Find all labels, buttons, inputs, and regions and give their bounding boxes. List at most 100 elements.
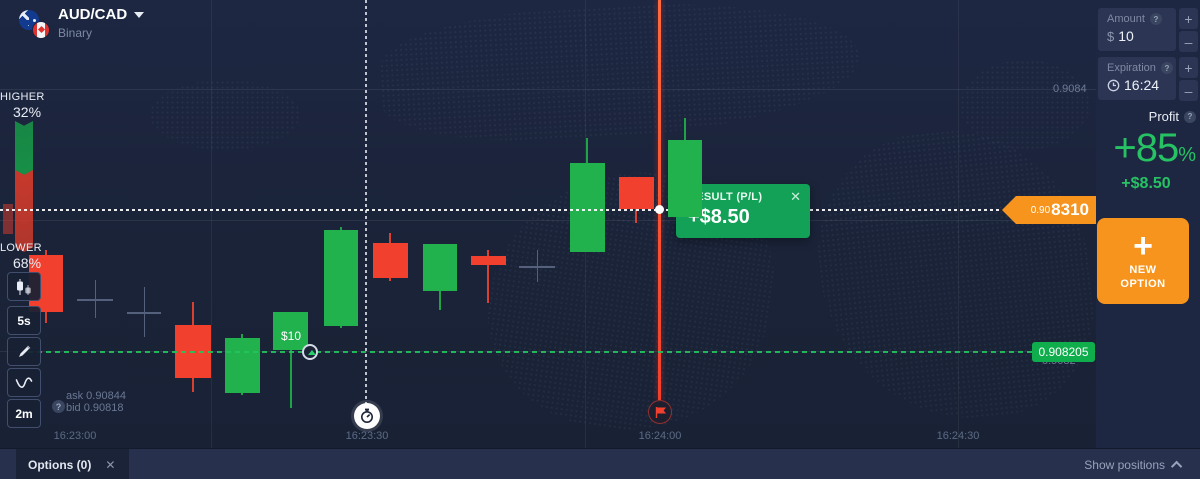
investment-amount-label: $10 <box>280 329 302 343</box>
ask-bid-quotes: ask 0.90844 bid 0.90818 <box>66 390 126 414</box>
close-icon[interactable]: ✕ <box>790 189 801 204</box>
map-texture <box>960 60 1090 150</box>
close-icon[interactable]: ✕ <box>105 457 116 472</box>
axis-price-label: 0.9084 <box>1053 83 1087 95</box>
candle <box>324 230 358 326</box>
instrument-type: Binary <box>58 26 93 40</box>
expiration-value: 16:24 <box>1124 77 1160 93</box>
show-positions-label: Show positions <box>1084 457 1165 472</box>
new-option-label: NEW OPTION <box>1120 264 1166 290</box>
help-icon[interactable]: ? <box>1149 13 1162 25</box>
doji-cross <box>536 250 538 282</box>
instrument-selector[interactable]: AUD/CAD Binary <box>14 6 145 40</box>
sentiment-chevron <box>15 156 33 168</box>
bid-quote: bid 0.90818 <box>66 402 124 414</box>
expiration-field[interactable]: Expiration ? 16:24 <box>1098 57 1176 100</box>
price-badge-prefix: 0.90 <box>1030 204 1051 216</box>
sentiment-chevron <box>15 149 33 161</box>
higher-percent: 32% <box>13 104 42 120</box>
expiration-decrease-button[interactable]: – <box>1179 80 1198 101</box>
sentiment-chevron <box>15 163 33 175</box>
amount-value: 10 <box>1118 28 1134 44</box>
candle <box>273 312 308 350</box>
axis-time-label: 16:24:00 <box>638 430 682 442</box>
axis-time-label: 16:24:30 <box>936 430 980 442</box>
sentiment-chevron <box>15 191 33 203</box>
candle-wick <box>487 250 489 303</box>
chart-type-button[interactable] <box>7 272 41 301</box>
clock-icon <box>1107 79 1120 91</box>
candle <box>225 338 260 393</box>
trade-panel: Amount ? $ 10 + – Expiration ? 16:24 + <box>1096 0 1200 448</box>
help-icon[interactable]: ? <box>1160 62 1173 74</box>
map-texture <box>150 80 300 150</box>
timeframe-5s-button[interactable]: 5s <box>7 306 41 335</box>
instrument-pair: AUD/CAD <box>58 6 128 23</box>
axis-time-label: 16:23:30 <box>345 430 389 442</box>
price-badge-digits: 8310 <box>1051 200 1089 219</box>
help-icon[interactable]: ? <box>1184 110 1196 123</box>
percent-sign: % <box>1178 144 1196 166</box>
amount-field[interactable]: Amount ? $ 10 <box>1098 8 1176 51</box>
sentiment-chevron <box>15 184 33 196</box>
currency-symbol: $ <box>1107 28 1115 44</box>
cad-flag-icon <box>32 21 50 39</box>
result-popup-title: RESULT (P/L) <box>688 191 763 203</box>
sentiment-chevron <box>15 142 33 154</box>
sentiment-chevron <box>15 121 33 133</box>
profit-section: Profit ? <box>1096 109 1196 124</box>
stopwatch-icon <box>354 403 380 429</box>
sentiment-chevron <box>15 205 33 217</box>
sentiment-chevron <box>15 240 33 252</box>
show-positions-button[interactable]: Show positions <box>1084 449 1183 479</box>
buy-point-marker <box>302 344 318 360</box>
sentiment-chevron <box>15 233 33 245</box>
sentiment-chevron <box>15 135 33 147</box>
amount-label: Amount <box>1107 13 1145 25</box>
new-option-button[interactable]: + NEW OPTION <box>1097 218 1189 304</box>
chevron-down-icon <box>134 11 145 18</box>
sentiment-lower: LOWER 68% <box>0 242 58 271</box>
profit-amount: +$8.50 <box>1121 175 1171 192</box>
profit-percent: +85% <box>1096 126 1196 171</box>
candle <box>373 243 408 278</box>
sentiment-higher: HIGHER 32% <box>0 91 58 120</box>
gridline-horizontal <box>0 89 1096 90</box>
sentiment-chevron <box>15 128 33 140</box>
candle <box>471 256 506 265</box>
tab-options-label: Options (0) <box>28 457 92 472</box>
expiration-increase-button[interactable]: + <box>1179 57 1198 78</box>
result-popup-value: +$8.50 <box>688 206 750 228</box>
gridline-vertical <box>211 0 212 448</box>
expiration-flag-icon <box>648 400 672 424</box>
buy-level-label: 0.908205 <box>1032 342 1095 362</box>
current-price-badge: 0.90 8310 <box>1002 196 1096 224</box>
purchase-time-line <box>365 0 367 404</box>
doji-cross <box>94 280 96 318</box>
chevron-up-icon <box>1170 460 1183 472</box>
map-texture <box>805 116 1096 434</box>
sentiment-chevron <box>15 198 33 210</box>
profit-label: Profit <box>1148 109 1179 124</box>
lower-label: LOWER <box>0 242 42 254</box>
lower-percent: 68% <box>13 255 42 271</box>
help-icon[interactable]: ? <box>52 400 65 413</box>
amount-decrease-button[interactable]: – <box>1179 31 1198 52</box>
map-texture <box>376 0 864 149</box>
gridline-vertical <box>958 0 959 448</box>
sentiment-chevron <box>15 170 33 182</box>
amount-increase-button[interactable]: + <box>1179 8 1198 29</box>
buy-level-line <box>28 351 1032 353</box>
sentiment-chevron <box>15 177 33 189</box>
timeframe-2m-button[interactable]: 2m <box>7 399 41 428</box>
draw-pencil-button[interactable] <box>7 337 41 366</box>
indicator-curve-button[interactable] <box>7 368 41 397</box>
expiration-label: Expiration <box>1107 62 1156 74</box>
current-price-dot <box>655 205 664 214</box>
higher-label: HIGHER <box>0 91 45 103</box>
tab-options[interactable]: Options (0) ✕ <box>16 449 130 479</box>
sentiment-chevron <box>15 219 33 231</box>
doji-cross <box>143 287 145 337</box>
candle <box>668 140 702 217</box>
